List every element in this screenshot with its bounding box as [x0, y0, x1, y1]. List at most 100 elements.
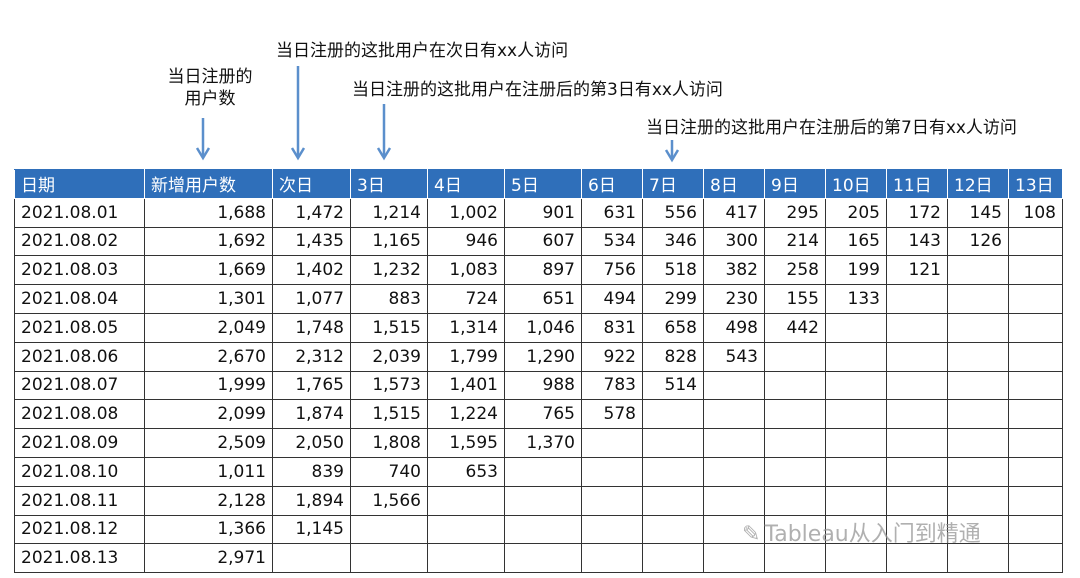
value-cell [825, 341, 887, 372]
value-cell: 299 [642, 284, 704, 314]
value-cell [1008, 428, 1063, 458]
value-cell: 1,573 [350, 370, 428, 401]
wechat-icon: ✎ [742, 522, 761, 547]
value-cell [947, 543, 1009, 574]
table-row: 2021.08.13 2,971 [14, 543, 1063, 574]
column-header: 12日 [947, 169, 1009, 199]
value-cell: 295 [764, 197, 826, 228]
value-cell [581, 514, 643, 545]
value-cell: 1,692 [144, 226, 273, 257]
value-cell [947, 428, 1009, 458]
value-cell: 534 [581, 226, 643, 257]
value-cell: 108 [1008, 197, 1063, 228]
column-header: 4日 [427, 169, 505, 199]
value-cell [1008, 341, 1063, 372]
value-cell [764, 543, 826, 574]
value-cell [642, 456, 704, 487]
value-cell [504, 485, 582, 516]
value-cell [764, 485, 826, 516]
value-cell [886, 543, 948, 574]
value-cell [1008, 370, 1063, 401]
value-cell [1008, 255, 1063, 286]
value-cell [764, 399, 826, 430]
value-cell: 1,290 [504, 341, 582, 372]
value-cell [886, 399, 948, 430]
value-cell [825, 514, 887, 545]
value-cell: 133 [825, 284, 887, 314]
date-cell: 2021.08.06 [14, 341, 145, 372]
value-cell [947, 255, 1009, 286]
value-cell [581, 543, 643, 574]
value-cell [642, 543, 704, 574]
value-cell: 2,050 [272, 428, 351, 458]
value-cell [1008, 456, 1063, 487]
value-cell: 143 [886, 226, 948, 257]
value-cell: 831 [581, 312, 643, 343]
value-cell: 883 [350, 284, 428, 314]
value-cell: 1,165 [350, 226, 428, 257]
value-cell [581, 485, 643, 516]
value-cell [947, 456, 1009, 487]
value-cell: 2,971 [144, 543, 273, 574]
value-cell [1008, 543, 1063, 574]
value-cell: 514 [642, 370, 704, 401]
value-cell: 126 [947, 226, 1009, 257]
value-cell: 2,099 [144, 399, 273, 430]
value-cell: 756 [581, 255, 643, 286]
column-header: 11日 [886, 169, 948, 199]
value-cell [886, 370, 948, 401]
value-cell [1008, 514, 1063, 545]
value-cell: 1,874 [272, 399, 351, 430]
value-cell [825, 370, 887, 401]
value-cell [642, 485, 704, 516]
column-header: 新增用户数 [144, 169, 273, 199]
value-cell: 1,765 [272, 370, 351, 401]
value-cell: 2,049 [144, 312, 273, 343]
table-row: 2021.08.02 1,692 1,435 1,165 946 607 534 346 300… [14, 226, 1063, 257]
column-header: 8日 [703, 169, 765, 199]
value-cell: 199 [825, 255, 887, 286]
arrow-day-3-icon [376, 104, 392, 161]
value-cell: 121 [886, 255, 948, 286]
value-cell: 230 [703, 284, 765, 314]
annotation-new-users: 当日注册的用户数 [167, 67, 253, 109]
arrow-new-users-icon [195, 118, 211, 161]
value-cell [886, 456, 948, 487]
date-cell: 2021.08.09 [14, 428, 145, 458]
value-cell: 1,145 [272, 514, 351, 545]
value-cell: 631 [581, 197, 643, 228]
value-cell: 1,077 [272, 284, 351, 314]
column-header: 日期 [14, 169, 145, 199]
value-cell [272, 543, 351, 574]
value-cell: 1,688 [144, 197, 273, 228]
table-row: 2021.08.01 1,688 1,472 1,214 1,002 901 631 556 4… [14, 197, 1063, 228]
annotation-day-7: 当日注册的这批用户在注册后的第7日有xx人访问 [646, 118, 1017, 138]
value-cell [825, 485, 887, 516]
column-header: 9日 [764, 169, 826, 199]
value-cell [825, 399, 887, 430]
value-cell: 498 [703, 312, 765, 343]
value-cell [581, 456, 643, 487]
watermark-text: Tableau从入门到精通 [764, 522, 981, 547]
value-cell [703, 399, 765, 430]
value-cell [764, 370, 826, 401]
value-cell [703, 485, 765, 516]
value-cell: 946 [427, 226, 505, 257]
value-cell: 258 [764, 255, 826, 286]
value-cell [947, 399, 1009, 430]
value-cell: 2,039 [350, 341, 428, 372]
value-cell: 578 [581, 399, 643, 430]
date-cell: 2021.08.11 [14, 485, 145, 516]
value-cell: 1,401 [427, 370, 505, 401]
table-row: 2021.08.10 1,011 839 740 653 [14, 456, 1063, 487]
value-cell [504, 456, 582, 487]
value-cell: 1,472 [272, 197, 351, 228]
value-cell: 1,808 [350, 428, 428, 458]
value-cell: 1,748 [272, 312, 351, 343]
value-cell: 765 [504, 399, 582, 430]
value-cell [947, 284, 1009, 314]
value-cell [642, 399, 704, 430]
arrow-day-7-icon [664, 140, 680, 163]
value-cell: 1,011 [144, 456, 273, 487]
value-cell [642, 428, 704, 458]
